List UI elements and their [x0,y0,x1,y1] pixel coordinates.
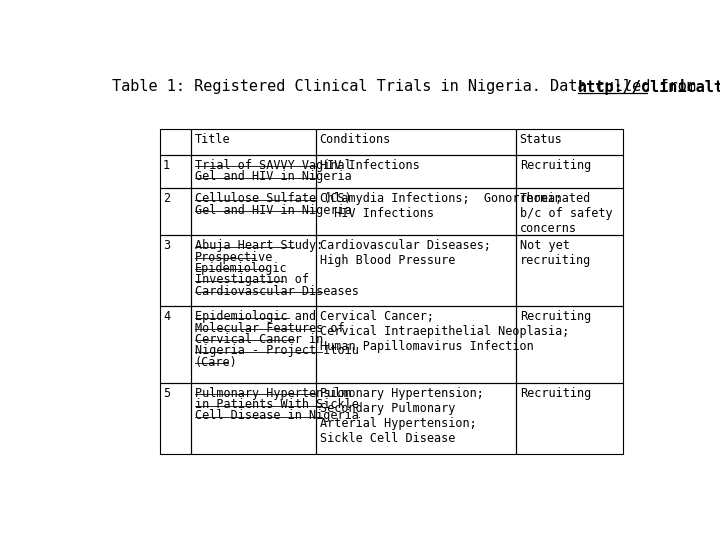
Text: Terminated
b/c of safety
concerns: Terminated b/c of safety concerns [520,192,612,235]
Bar [192,306,316,382]
Bar [192,382,316,454]
Text: Cervical Cancer;
Cervical Intraepithelial Neoplasia;
Human Papillomavirus Infect: Cervical Cancer; Cervical Intraepithelia… [320,310,569,353]
Bar [192,188,316,235]
Bar [516,235,623,306]
Text: Recruiting: Recruiting [520,387,591,400]
Text: Pulmonary Hypertension;
Secondary Pulmonary
Arterial Hypertension;
Sickle Cell D: Pulmonary Hypertension; Secondary Pulmon… [320,387,484,445]
Text: Cardiovascular Diseases;
High Blood Pressure: Cardiovascular Diseases; High Blood Pres… [320,239,490,267]
Text: http://clinicaltrials.gov: http://clinicaltrials.gov [578,79,720,96]
Bar [192,129,316,154]
Bar [192,154,316,188]
Text: Molecular Features of: Molecular Features of [194,321,344,334]
Text: 2: 2 [163,192,170,205]
Text: Recruiting: Recruiting [520,310,591,323]
Bar [516,154,623,188]
Text: 5: 5 [163,387,170,400]
Bar [316,154,516,188]
Bar [160,188,192,235]
Text: Table 1: Registered Clinical Trials in Nigeria. Data culled from: Table 1: Registered Clinical Trials in N… [112,79,706,94]
Text: Cardiovascular Diseases: Cardiovascular Diseases [194,285,359,298]
Text: Cellulose Sulfate (CS): Cellulose Sulfate (CS) [194,192,351,205]
Text: Trial of SAVVY Vaginal: Trial of SAVVY Vaginal [194,159,351,172]
Bar [316,235,516,306]
Bar [316,129,516,154]
Text: Conditions: Conditions [320,133,391,146]
Text: 1: 1 [163,159,170,172]
Text: Not yet
recruiting: Not yet recruiting [520,239,591,267]
Text: Nigeria - Project Itoiu: Nigeria - Project Itoiu [194,344,359,357]
Bar [160,306,192,382]
Bar [160,129,192,154]
Text: Chlamydia Infections;  Gonorrhoea;
  HIV Infections: Chlamydia Infections; Gonorrhoea; HIV In… [320,192,562,220]
Text: Epidemiologic and: Epidemiologic and [194,310,315,323]
Text: Gel and HIV in Nigeria: Gel and HIV in Nigeria [194,170,351,183]
Text: 4: 4 [163,310,170,323]
Text: Title: Title [194,133,230,146]
Text: Cell Disease in Nigeria: Cell Disease in Nigeria [194,409,359,422]
Text: Gel and HIV in Nigeria: Gel and HIV in Nigeria [194,204,351,217]
Bar [160,235,192,306]
Text: 3: 3 [163,239,170,252]
Bar [192,235,316,306]
Bar [160,382,192,454]
Text: Epidemiologic: Epidemiologic [194,262,287,275]
Bar [316,188,516,235]
Text: HIV Infections: HIV Infections [320,159,419,172]
Bar [316,382,516,454]
Text: in Patients With Sickle: in Patients With Sickle [194,398,359,411]
Text: Recruiting: Recruiting [520,159,591,172]
Bar [516,306,623,382]
Text: Abuja Heart Study:: Abuja Heart Study: [194,239,323,252]
Bar [516,382,623,454]
Bar [516,129,623,154]
Text: (Care): (Care) [194,356,238,369]
Bar [316,306,516,382]
Text: Investigation of: Investigation of [194,273,309,286]
Bar [160,154,192,188]
Text: Status: Status [520,133,562,146]
Text: Cervical Cancer in: Cervical Cancer in [194,333,323,346]
Text: Pulmonary Hypertension: Pulmonary Hypertension [194,387,351,400]
Bar [516,188,623,235]
Text: Prospective: Prospective [194,251,273,264]
